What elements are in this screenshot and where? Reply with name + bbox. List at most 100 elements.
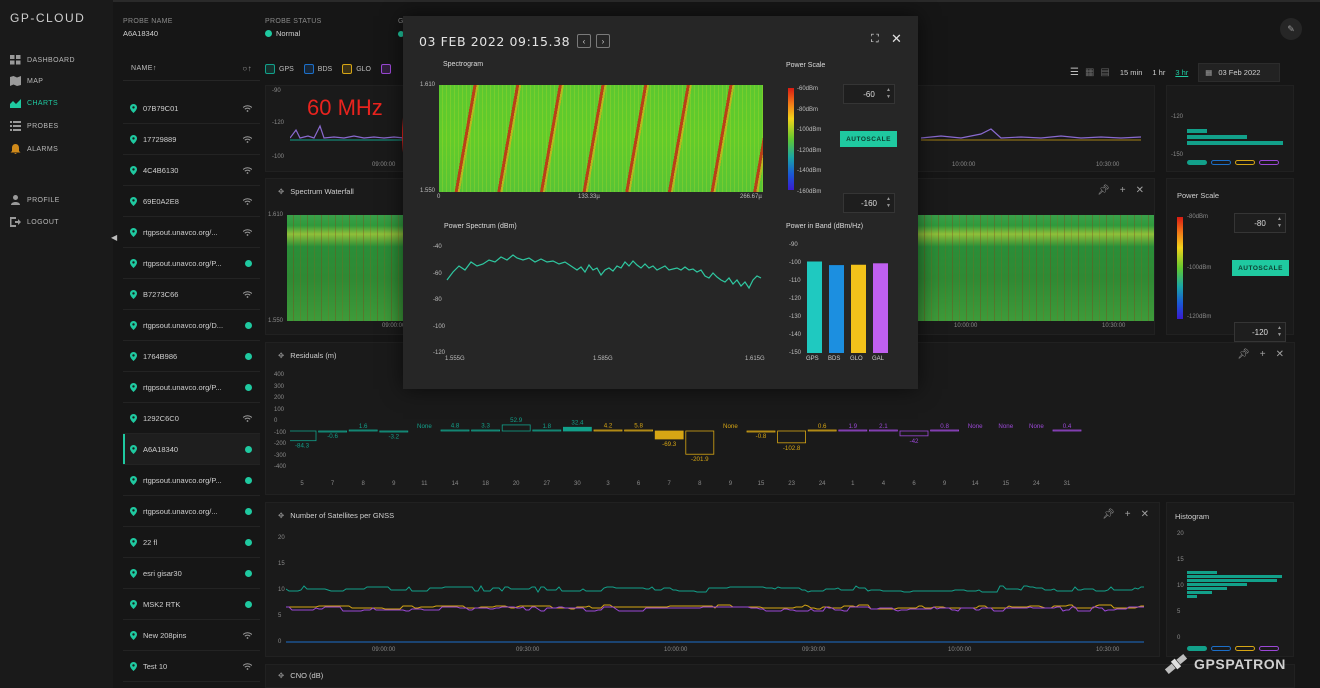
probe-row[interactable]: New 208pins — [123, 620, 260, 651]
close-icon[interactable]: ✕ — [1275, 349, 1284, 360]
probe-row[interactable]: MSK2 RTK — [123, 589, 260, 620]
probe-row[interactable]: B7273C66 — [123, 279, 260, 310]
autoscale-button[interactable]: AUTOSCALE — [840, 131, 897, 147]
close-modal-icon[interactable]: ✕ — [891, 31, 902, 46]
location-pin-icon — [130, 351, 137, 361]
x-tick: 15 — [1002, 481, 1009, 487]
nav-probes[interactable]: PROBES — [10, 119, 59, 133]
date-picker[interactable]: ▦ 03 Feb 2022 — [1198, 63, 1281, 82]
layout-compact-icon[interactable]: ▤ — [1100, 67, 1110, 78]
probe-row[interactable]: rtgpsout.unavco.org/P... — [123, 248, 260, 279]
x-tick: 10:00:00 — [952, 162, 976, 168]
probe-list-header[interactable]: NAME↑ ○↑ — [123, 57, 260, 81]
probe-row[interactable]: rtgpsout.unavco.org/... — [123, 496, 260, 527]
x-tick: 7 — [331, 481, 335, 487]
y-tick: -130 — [789, 314, 802, 320]
nav-dashboard[interactable]: DASHBOARD — [10, 53, 75, 67]
online-status-icon — [245, 600, 252, 608]
probe-row[interactable]: 1764B986 — [123, 341, 260, 372]
sort-name-header[interactable]: NAME↑ — [131, 65, 157, 72]
x-tick: 23 — [788, 481, 795, 487]
probe-row[interactable]: A6A18340 — [123, 434, 260, 465]
residual-label: 0.8 — [940, 423, 949, 430]
nav-profile[interactable]: PROFILE — [10, 193, 60, 207]
close-icon[interactable]: ✕ — [1140, 509, 1149, 520]
probe-row[interactable]: 17729889 — [123, 124, 260, 155]
y-tick: -90 — [789, 242, 798, 248]
colorbar-tick: -60dBm — [797, 86, 819, 92]
nav-alarms[interactable]: ALARMS — [10, 142, 58, 156]
probe-row[interactable]: Test 10 — [123, 651, 260, 682]
spinner-icon[interactable]: ▲ ▼ — [886, 196, 891, 209]
next-button[interactable]: › — [596, 34, 610, 48]
residual-label: -102.8 — [783, 445, 801, 452]
pin-icon[interactable]: 📌︎ — [1237, 349, 1250, 360]
add-icon[interactable]: + — [1124, 509, 1131, 520]
probe-row[interactable]: 22 fl — [123, 527, 260, 558]
scale-max-input[interactable]: -80 ▲ ▼ — [1234, 213, 1286, 233]
close-icon[interactable]: ✕ — [1135, 185, 1144, 196]
panel-title-text: Number of Satellites per GNSS — [290, 511, 395, 520]
probe-row[interactable]: rtgpsout.unavco.org/P... — [123, 465, 260, 496]
panel-actions: 📌︎ + ✕ — [1102, 509, 1149, 520]
probe-row[interactable]: 4C4B6130 — [123, 155, 260, 186]
probe-row[interactable]: 69E0A2E8 — [123, 186, 260, 217]
calendar-icon: ▦ — [1205, 68, 1213, 77]
nav-logout[interactable]: LOGOUT — [10, 215, 59, 229]
range-15min-button[interactable]: 15 min — [1119, 68, 1143, 77]
scale-max-input[interactable]: -60 ▲ ▼ — [843, 84, 895, 104]
waterfall-image-left — [287, 215, 407, 321]
drag-handle-icon[interactable]: ✥ — [278, 351, 285, 360]
power-trace-left — [290, 124, 420, 141]
collapse-sidebar-icon[interactable]: ◀ — [111, 233, 118, 242]
legend-item[interactable]: GLO — [342, 64, 371, 74]
y-tick: -90 — [272, 88, 281, 94]
layout-grid-icon[interactable]: ▦ — [1084, 67, 1095, 78]
spinner-icon[interactable]: ▲ ▼ — [886, 87, 891, 100]
edit-button[interactable]: ✎ — [1280, 18, 1302, 40]
spinner-icon[interactable]: ▲ ▼ — [1277, 325, 1282, 338]
probe-row[interactable]: 07B79C01 — [123, 93, 260, 124]
panel-actions: 📌︎ + ✕ — [1237, 349, 1284, 360]
spinner-icon[interactable]: ▲ ▼ — [1277, 216, 1282, 229]
residual-bar — [624, 429, 654, 432]
legend-item[interactable]: BDS — [303, 64, 332, 74]
probe-name: rtgpsout.unavco.org/P... — [143, 382, 222, 392]
x-tick: 9 — [943, 481, 947, 487]
scale-min-input[interactable]: -120 ▲ ▼ — [1234, 322, 1286, 342]
nav-charts[interactable]: CHARTS — [10, 96, 58, 110]
probe-row[interactable]: rtgpsout.unavco.org/... — [123, 217, 260, 248]
top-edge — [0, 0, 1320, 2]
glo-series-line — [286, 604, 1144, 610]
probe-row[interactable]: rtgpsout.unavco.org/P... — [123, 372, 260, 403]
layout-list-icon[interactable]: ☰ ▦ ▤ — [1070, 67, 1110, 78]
residual-bar — [930, 429, 959, 432]
probe-row[interactable]: esri gisar30 — [123, 558, 260, 589]
pin-icon[interactable]: 📌︎ — [1097, 185, 1110, 196]
residual-bar — [838, 429, 868, 432]
scale-min-input[interactable]: -160 ▲ ▼ — [843, 193, 895, 213]
range-1hr-button[interactable]: 1 hr — [1152, 68, 1166, 77]
fullscreen-icon[interactable]: ⛶ — [871, 33, 879, 45]
drag-handle-icon[interactable]: ✥ — [278, 671, 285, 680]
range-3hr-button[interactable]: 3 hr — [1175, 68, 1189, 77]
pin-icon[interactable]: 📌︎ — [1102, 509, 1115, 520]
probe-row[interactable]: rtgpsout.unavco.org/D... — [123, 310, 260, 341]
drag-handle-icon[interactable]: ✥ — [278, 511, 285, 520]
location-pin-icon — [130, 289, 137, 299]
power-spectrum-chart — [446, 254, 762, 290]
legend-item[interactable] — [381, 64, 395, 74]
x-tick: 15 — [758, 481, 765, 487]
prev-button[interactable]: ‹ — [577, 34, 591, 48]
histogram-title: Histogram — [1175, 512, 1210, 521]
add-icon[interactable]: + — [1119, 185, 1126, 196]
filter-icon[interactable]: ○↑ — [242, 64, 252, 73]
legend-swatch — [265, 64, 275, 74]
status-dot — [398, 31, 404, 37]
add-icon[interactable]: + — [1259, 349, 1266, 360]
nav-map[interactable]: MAP — [10, 74, 43, 88]
autoscale-button[interactable]: AUTOSCALE — [1232, 260, 1289, 276]
legend-item[interactable]: GPS — [265, 64, 294, 74]
drag-handle-icon[interactable]: ✥ — [278, 187, 285, 196]
probe-row[interactable]: 1292C6C0 — [123, 403, 260, 434]
